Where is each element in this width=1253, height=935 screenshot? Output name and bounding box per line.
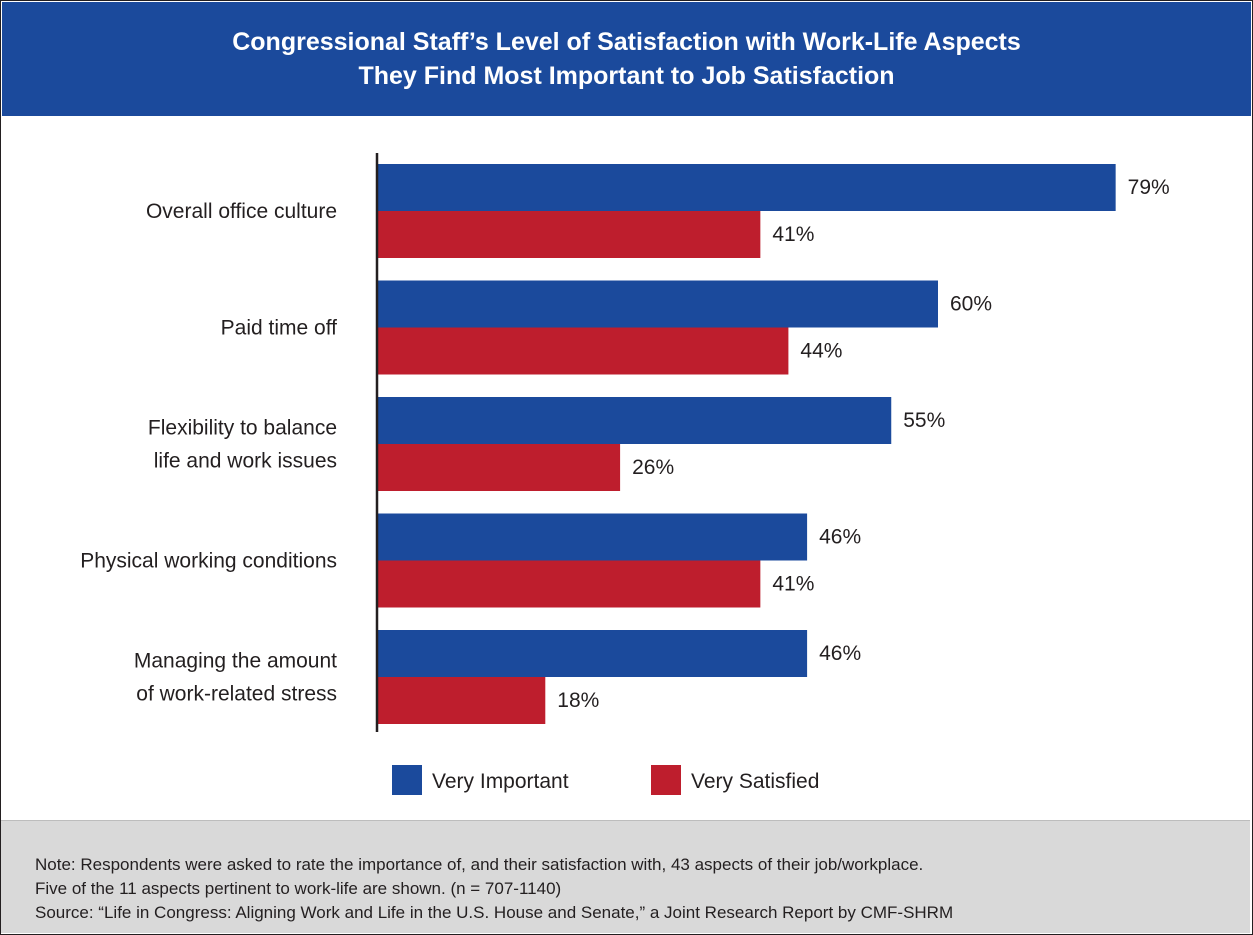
legend-swatch — [392, 765, 422, 795]
bar-very-satisfied — [377, 560, 761, 608]
bar-very-satisfied — [377, 677, 546, 724]
category-label: Paid time off — [221, 317, 338, 340]
category-label: Overall office culture — [146, 200, 337, 223]
value-label-very-satisfied: 41% — [772, 223, 814, 246]
bar-very-important — [377, 164, 1116, 211]
note-panel: Note: Respondents were asked to rate the… — [1, 820, 1250, 933]
bar-very-satisfied — [377, 444, 621, 491]
bar-very-important — [377, 513, 808, 561]
value-label-very-satisfied: 18% — [557, 689, 599, 712]
bar-very-satisfied — [377, 211, 761, 258]
value-label-very-important: 46% — [819, 526, 861, 549]
legend-label: Very Important — [432, 770, 569, 793]
note-line-2: Five of the 11 aspects pertinent to work… — [35, 879, 562, 898]
value-label-very-important: 60% — [950, 293, 992, 316]
chart-title-line-1: Congressional Staff’s Level of Satisfact… — [232, 28, 1021, 56]
bar-very-important — [377, 397, 892, 444]
chart-title-line-2: They Find Most Important to Job Satisfac… — [358, 62, 895, 90]
value-label-very-important: 46% — [819, 642, 861, 665]
legend-swatch — [651, 765, 681, 795]
chart-header: Congressional Staff’s Level of Satisfact… — [2, 2, 1251, 116]
bar-chart: Overall office culture 79% 41% Paid time of… — [80, 153, 1170, 795]
value-label-very-satisfied: 41% — [772, 573, 814, 596]
category-label: Physical working conditions — [80, 550, 337, 573]
value-label-very-satisfied: 26% — [632, 456, 674, 479]
bar-very-important — [377, 630, 808, 677]
category-label: life and work issues — [154, 450, 337, 473]
legend-label: Very Satisfied — [691, 770, 819, 793]
bar-very-satisfied — [377, 327, 789, 375]
category-label: Managing the amount — [134, 650, 337, 673]
category-label: Flexibility to balance — [148, 417, 337, 440]
source-line: Source: “Life in Congress: Aligning Work… — [35, 903, 954, 922]
value-label-very-important: 79% — [1128, 176, 1170, 199]
bar-very-important — [377, 280, 938, 328]
value-label-very-satisfied: 44% — [800, 340, 842, 363]
category-label: of work-related stress — [136, 683, 337, 706]
value-label-very-important: 55% — [903, 409, 945, 432]
note-line-1: Note: Respondents were asked to rate the… — [35, 855, 924, 874]
